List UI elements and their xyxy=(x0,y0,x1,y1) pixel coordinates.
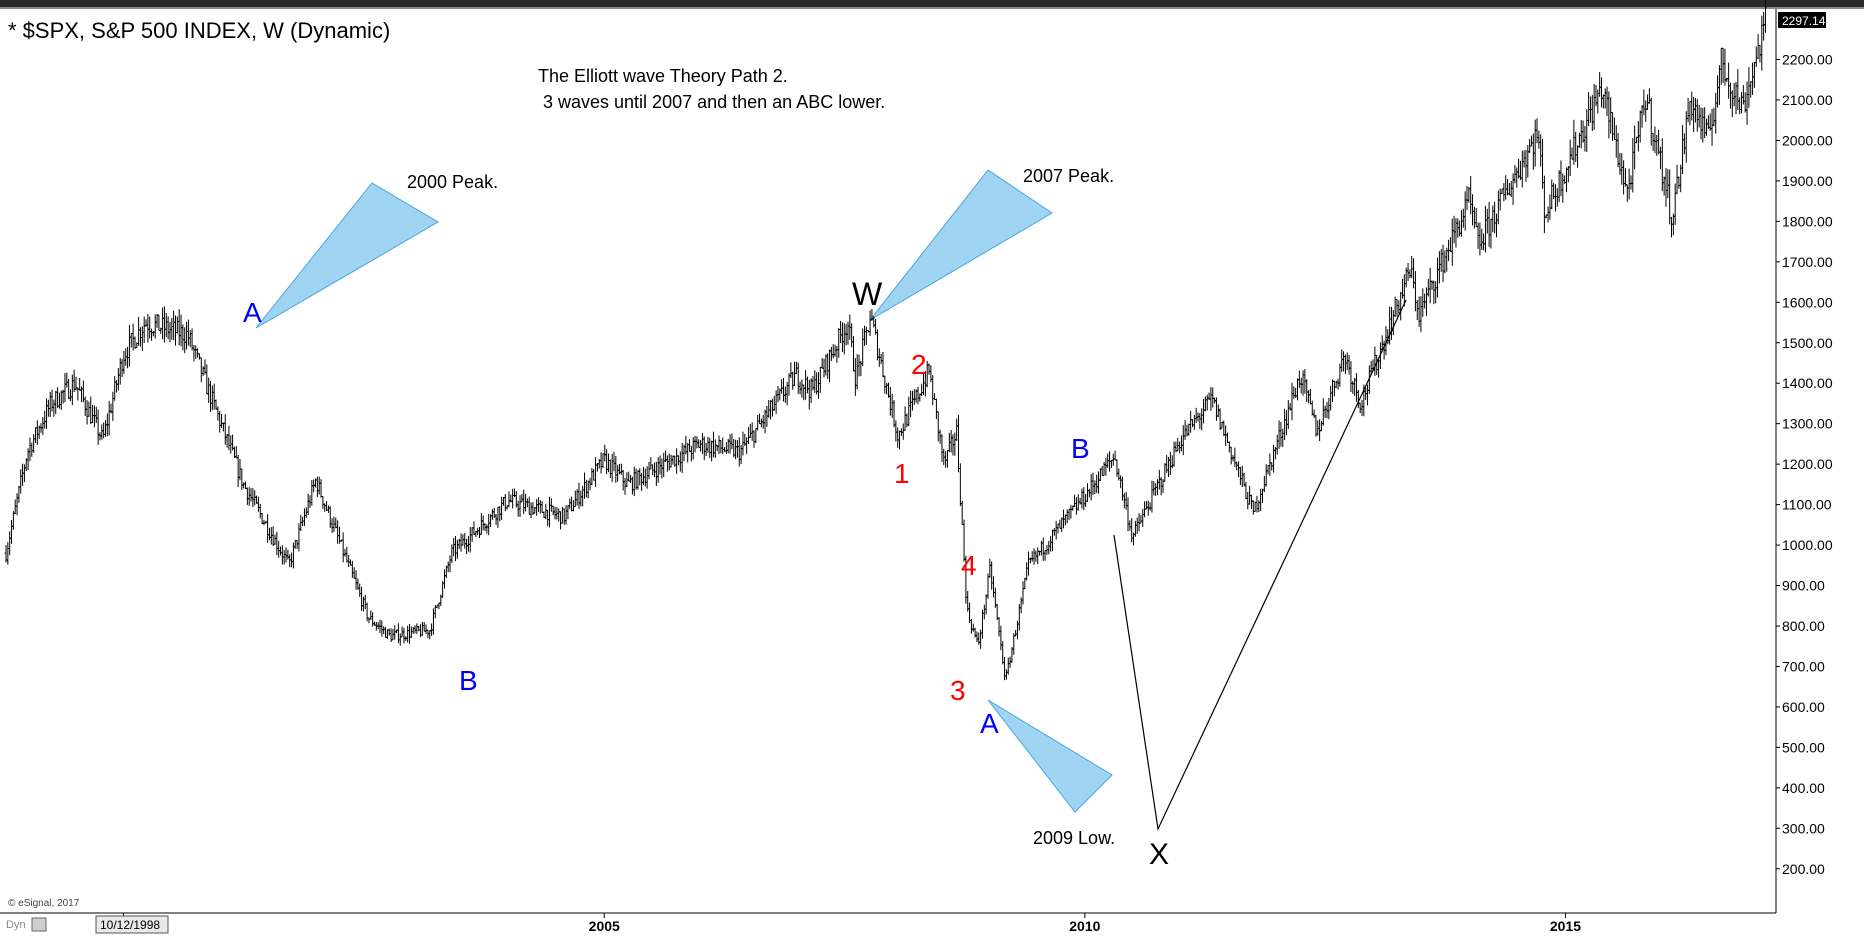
price-tick-label: 2200.00 xyxy=(1782,52,1833,68)
time-axis: 2000200520102015 xyxy=(108,913,1581,934)
price-tick-label: 200.00 xyxy=(1782,861,1825,877)
price-tick-label: 1500.00 xyxy=(1782,335,1833,351)
peak-2007-label: 2007 Peak. xyxy=(1023,166,1114,186)
window-top-border-shadow xyxy=(0,7,1864,9)
x-wave-projection xyxy=(1113,299,1407,832)
peak-2000-callout xyxy=(255,182,439,329)
wave-label-a-2009: A xyxy=(980,708,999,739)
price-axis: 200.00 300.00 400.00 500.00 600.00 700.00 800.… xyxy=(1776,52,1833,877)
price-tick-label: 1200.00 xyxy=(1782,456,1833,472)
price-tick-label: 1000.00 xyxy=(1782,537,1833,553)
dyn-label[interactable]: Dyn xyxy=(6,919,26,931)
esignal-copyright: © eSignal, 2017 xyxy=(8,898,80,909)
annotation-line-1: The Elliott wave Theory Path 2. xyxy=(538,66,788,86)
fe-icon[interactable] xyxy=(31,917,47,932)
wave-label-1: 1 xyxy=(894,458,910,489)
wave-label-x: X xyxy=(1149,838,1169,871)
price-tick-label: 1900.00 xyxy=(1782,173,1833,189)
price-tick-label: 1800.00 xyxy=(1782,213,1833,229)
cursor-date-label: 10/12/1998 xyxy=(100,918,160,932)
last-price-value: 2297.14 xyxy=(1782,14,1826,28)
window-top-border xyxy=(0,0,1864,7)
price-tick-label: 1400.00 xyxy=(1782,375,1833,391)
price-tick-label: 2100.00 xyxy=(1782,92,1833,108)
price-tick-label: 1600.00 xyxy=(1782,294,1833,310)
wave-label-2: 2 xyxy=(911,349,927,380)
wave-label-3: 3 xyxy=(950,675,966,706)
cursor-date-tag: 10/12/1998 xyxy=(95,915,169,934)
price-tick-label: 300.00 xyxy=(1782,820,1825,836)
price-tick-label: 600.00 xyxy=(1782,699,1825,715)
wave-label-b-2010: B xyxy=(1071,433,1090,464)
low-2009-label: 2009 Low. xyxy=(1033,828,1115,848)
wave-label-w-2007: W xyxy=(852,276,883,312)
peak-2007-callout xyxy=(869,169,1053,321)
price-tick-label: 400.00 xyxy=(1782,780,1825,796)
price-bars xyxy=(4,0,1767,681)
last-price-box xyxy=(1778,12,1826,28)
time-tick-label: 2015 xyxy=(1550,918,1581,934)
wave-label-b-2002: B xyxy=(459,665,478,696)
time-tick-label: 2010 xyxy=(1069,918,1100,934)
price-tick-label: 2000.00 xyxy=(1782,132,1833,148)
price-tick-label: 1700.00 xyxy=(1782,254,1833,270)
price-tick-label: 1100.00 xyxy=(1782,497,1832,513)
low-2009-callout xyxy=(987,699,1113,813)
peak-2000-label: 2000 Peak. xyxy=(407,172,498,192)
cursor-date-box xyxy=(95,915,169,934)
wave-label-4: 4 xyxy=(961,550,977,581)
annotation-line-2: 3 waves until 2007 and then an ABC lower… xyxy=(538,92,885,112)
time-tick-label: 2005 xyxy=(589,918,620,934)
price-tick-label: 900.00 xyxy=(1782,578,1825,594)
wave-label-a-2000: A xyxy=(243,297,262,328)
price-tick-label: 500.00 xyxy=(1782,739,1825,755)
price-tick-label: 800.00 xyxy=(1782,618,1825,634)
price-tick-label: 1300.00 xyxy=(1782,416,1833,432)
last-price-tag: 2297.14 xyxy=(1778,12,1826,28)
chart-title: * $SPX, S&P 500 INDEX, W (Dynamic) xyxy=(8,18,390,43)
price-tick-label: 700.00 xyxy=(1782,658,1825,674)
